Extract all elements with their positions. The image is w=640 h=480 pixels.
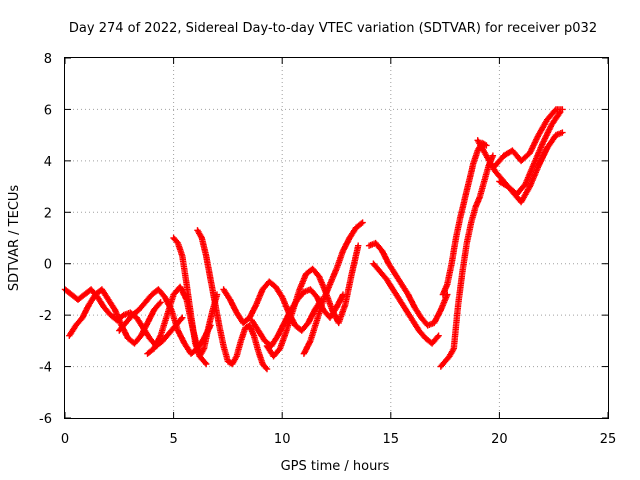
x-tick-label: 5 xyxy=(169,432,177,447)
y-tick-label: 0 xyxy=(44,258,52,273)
data-point-marks xyxy=(194,227,271,373)
x-tick-label: 25 xyxy=(600,432,617,447)
x-tick-label: 20 xyxy=(491,432,508,447)
x-tick-label: 15 xyxy=(383,432,400,447)
data-point-marks xyxy=(170,234,221,360)
y-tick-label: -4 xyxy=(39,361,52,376)
data-series xyxy=(61,106,566,373)
data-point-marks xyxy=(220,278,325,334)
data-point-marks xyxy=(491,106,566,170)
data-point-marks xyxy=(365,239,451,329)
series-track-5 xyxy=(170,234,221,360)
x-axis-label: GPS time / hours xyxy=(281,459,390,474)
series-track-17 xyxy=(496,108,564,198)
y-axis-label: SDTVAR / TECUs xyxy=(7,185,22,292)
series-track-6 xyxy=(194,227,271,373)
chart-title: Day 274 of 2022, Sidereal Day-to-day VTE… xyxy=(69,21,597,36)
data-point-marks xyxy=(437,152,497,370)
axes: 0 5 10 15 20 25 -6 -4 -2 0 2 4 6 8 xyxy=(39,52,616,447)
data-point-marks xyxy=(439,139,490,298)
series-track-12 xyxy=(370,260,442,347)
series-track-10 xyxy=(300,219,366,357)
x-tick-label: 0 xyxy=(61,432,69,447)
data-point-marks xyxy=(496,108,564,198)
y-tick-label: -6 xyxy=(39,412,52,427)
plot-frame xyxy=(64,57,609,419)
grid xyxy=(65,58,608,418)
y-tick-label: 2 xyxy=(44,206,52,221)
y-tick-label: -2 xyxy=(39,309,52,324)
data-point-marks xyxy=(66,286,164,347)
series-track-11 xyxy=(365,239,451,329)
series-track-2 xyxy=(66,286,164,347)
data-point-marks xyxy=(300,219,366,357)
series-track-13 xyxy=(437,152,497,370)
data-point-marks xyxy=(370,260,442,347)
x-tick-label: 10 xyxy=(274,432,291,447)
series-track-16 xyxy=(491,106,566,170)
y-tick-label: 8 xyxy=(44,52,52,67)
y-tick-label: 4 xyxy=(44,155,52,170)
series-track-7 xyxy=(220,278,325,334)
y-tick-label: 6 xyxy=(44,103,52,118)
series-track-14 xyxy=(439,139,490,298)
